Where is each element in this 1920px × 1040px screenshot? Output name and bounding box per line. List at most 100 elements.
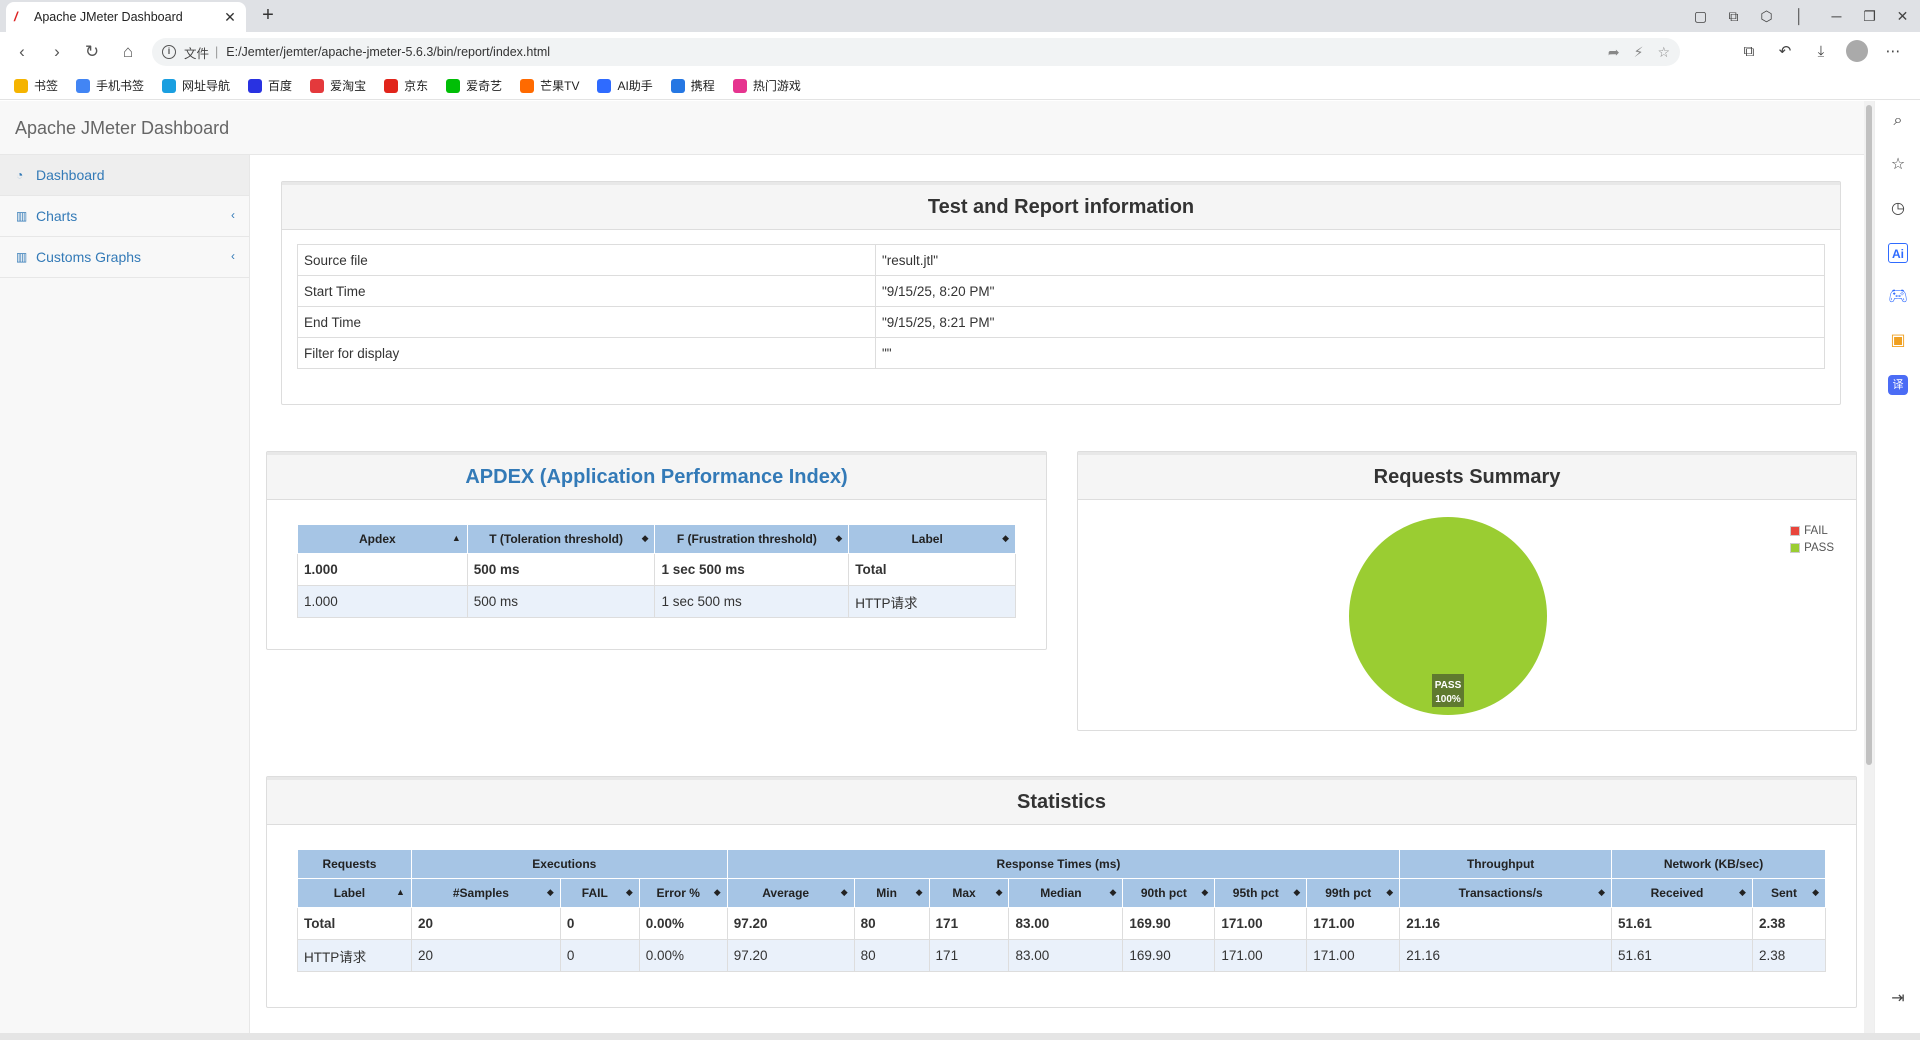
statistics-column-header[interactable]: 95th pct ◆: [1214, 878, 1308, 908]
browser-tab[interactable]: / Apache JMeter Dashboard ✕: [6, 2, 246, 32]
profile-avatar-icon[interactable]: [1844, 40, 1870, 70]
navbar-brand[interactable]: Apache JMeter Dashboard: [15, 118, 230, 138]
sort-icon: ◆: [625, 887, 633, 897]
extensions-icon[interactable]: ⬡: [1760, 8, 1773, 24]
pie-legend: FAIL PASS: [1790, 522, 1834, 556]
window-controls: ─ ❐ ✕: [1820, 4, 1919, 28]
legend-item[interactable]: PASS: [1790, 539, 1834, 556]
bookmark-item[interactable]: 京东: [384, 77, 428, 94]
game-controller-icon[interactable]: 🎮︎: [1888, 288, 1909, 305]
bookmark-item[interactable]: 携程: [670, 77, 715, 94]
statistics-column-header[interactable]: FAIL ◆: [559, 878, 640, 908]
report-info-key: Filter for display: [297, 337, 876, 369]
table-cell: 0.00%: [638, 939, 728, 972]
table-cell: 0.00%: [638, 907, 728, 940]
bookmark-item[interactable]: 手机书签: [76, 77, 144, 94]
statistics-column-header[interactable]: Min ◆: [853, 878, 930, 908]
table-cell: 171: [928, 939, 1010, 972]
home-icon[interactable]: ⌂: [122, 42, 134, 61]
forward-icon[interactable]: ›: [54, 42, 60, 61]
bookmark-label: 网址导航: [182, 79, 231, 93]
close-tab-icon[interactable]: ✕: [224, 8, 236, 25]
collections-icon[interactable]: ⧉: [1728, 8, 1739, 24]
sidebar-item-dashboard[interactable]: ◔ Dashboard: [0, 155, 249, 196]
bookmark-item[interactable]: AI助手: [597, 77, 653, 94]
sort-asc-icon: ▲: [396, 887, 405, 897]
address-separator: |: [215, 45, 219, 59]
requests-summary-panel: Requests Summary PASS 100% FAIL PASS: [1077, 451, 1857, 731]
undo-icon[interactable]: ↶: [1778, 43, 1792, 60]
legend-item[interactable]: FAIL: [1790, 522, 1834, 539]
requests-summary-title: Requests Summary: [1078, 452, 1856, 500]
close-window-icon[interactable]: ✕: [1896, 8, 1909, 24]
pie-slice-pass[interactable]: [1349, 517, 1547, 715]
bookmark-item[interactable]: 百度: [248, 77, 292, 94]
statistics-column-header[interactable]: Transactions/s ◆: [1399, 878, 1613, 908]
scrollbar-thumb[interactable]: [1866, 105, 1872, 765]
header-label: Sent: [1770, 886, 1797, 900]
statistics-column-header[interactable]: Median ◆: [1008, 878, 1124, 908]
table-cell: Total: [297, 907, 412, 940]
table-cell: 1.000: [297, 585, 468, 618]
info-icon[interactable]: i: [162, 45, 176, 59]
apdex-column-header[interactable]: Label ◆: [848, 524, 1016, 554]
toolbox-icon[interactable]: ▣: [1890, 332, 1906, 349]
apdex-column-header[interactable]: F (Frustration threshold) ◆: [654, 524, 850, 554]
sort-icon: ◆: [1201, 887, 1209, 897]
bookmark-item[interactable]: 网址导航: [162, 77, 230, 94]
new-tab-button[interactable]: +: [262, 4, 274, 26]
bookmark-item[interactable]: 书签: [14, 77, 58, 94]
download-icon[interactable]: ⤓: [1817, 43, 1825, 60]
apdex-column-header[interactable]: Apdex ▲: [297, 524, 468, 554]
statistics-column-header[interactable]: Error % ◆: [638, 878, 728, 908]
header-label: T (Toleration threshold): [489, 532, 623, 546]
statistics-column-header[interactable]: Average ◆: [726, 878, 855, 908]
tab-actions-icon[interactable]: ▢: [1693, 8, 1708, 24]
iqiyi-icon: [446, 78, 461, 93]
favorites-star-icon[interactable]: ☆: [1890, 156, 1906, 173]
statistics-column-header[interactable]: Max ◆: [928, 878, 1010, 908]
page-scrollbar[interactable]: [1864, 101, 1874, 1033]
header-label: Apdex: [359, 532, 396, 546]
statistics-column-header[interactable]: #Samples ◆: [410, 878, 561, 908]
bookmark-star-icon[interactable]: ☆: [1657, 43, 1670, 60]
sort-icon: ◆: [835, 533, 843, 543]
header-label: #Samples: [452, 886, 509, 900]
history-clock-icon[interactable]: ◷: [1891, 200, 1905, 217]
report-info-key: Start Time: [297, 275, 876, 307]
more-menu-icon[interactable]: ⋯: [1885, 43, 1901, 60]
ai-assistant-icon[interactable]: Ai: [1888, 243, 1908, 263]
statistics-column-header[interactable]: 99th pct ◆: [1306, 878, 1401, 908]
sidebar-item-customs-graphs[interactable]: ▥ Customs Graphs ‹: [0, 237, 249, 278]
share-icon[interactable]: ➦: [1607, 43, 1620, 60]
address-bar[interactable]: i 文件 | E:/Jemter/jemter/apache-jmeter-5.…: [152, 38, 1680, 66]
pie-label-percent: 100%: [1435, 694, 1461, 705]
restore-icon[interactable]: ❐: [1863, 8, 1876, 24]
table-cell: 2.38: [1751, 907, 1827, 940]
sidebar-item-charts[interactable]: ▥ Charts ‹: [0, 196, 249, 237]
table-cell: 171.00: [1214, 907, 1308, 940]
bookmark-item[interactable]: 爱奇艺: [446, 77, 502, 94]
back-icon[interactable]: ‹: [19, 42, 25, 61]
table-cell: 171.00: [1214, 939, 1308, 972]
table-cell: 1 sec 500 ms: [654, 553, 850, 586]
minimize-icon[interactable]: ─: [1831, 8, 1842, 24]
bookmark-item[interactable]: 热门游戏: [732, 77, 801, 94]
extensions-puzzle-icon[interactable]: ⧉: [1743, 43, 1755, 60]
star-icon: [14, 78, 28, 93]
statistics-column-header[interactable]: 90th pct ◆: [1122, 878, 1216, 908]
statistics-column-header[interactable]: Received ◆: [1611, 878, 1753, 908]
statistics-column-header[interactable]: Label ▲: [297, 878, 412, 908]
lightning-icon[interactable]: ⚡: [1633, 43, 1644, 60]
search-icon[interactable]: ⌕: [1893, 112, 1903, 129]
collapse-panel-icon[interactable]: ⇥: [1891, 990, 1905, 1007]
taobao-icon: [310, 78, 325, 93]
bookmark-item[interactable]: 爱淘宝: [310, 77, 366, 94]
translate-icon[interactable]: 译: [1888, 375, 1908, 395]
statistics-column-header[interactable]: Sent ◆: [1751, 878, 1827, 908]
jd-icon: [384, 78, 399, 93]
reload-icon[interactable]: ↻: [84, 42, 100, 61]
bookmark-item[interactable]: 芒果TV: [520, 77, 579, 94]
apdex-column-header[interactable]: T (Toleration threshold) ◆: [466, 524, 656, 554]
address-url[interactable]: E:/Jemter/jemter/apache-jmeter-5.6.3/bin…: [226, 45, 551, 59]
